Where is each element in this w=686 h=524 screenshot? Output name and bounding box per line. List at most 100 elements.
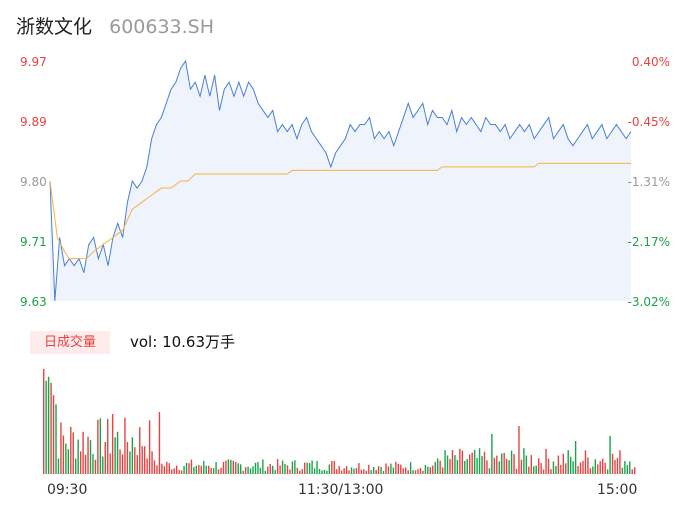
volume-bar (107, 418, 109, 474)
volume-bar (404, 467, 407, 474)
volume-bar (257, 462, 259, 474)
volume-bar (141, 446, 143, 474)
volume-bar (424, 465, 427, 474)
volume-bar (139, 427, 141, 474)
volume-bar (240, 464, 242, 474)
volume-bar (60, 422, 62, 474)
volume-bar (390, 463, 392, 474)
volume-bar (67, 449, 70, 474)
volume-bar (94, 459, 97, 474)
volume-bar (407, 470, 409, 474)
volume-bar (611, 453, 614, 474)
volume-bar (454, 455, 456, 474)
volume-bar (626, 465, 629, 474)
volume-bar (52, 395, 55, 474)
stock-code: 600633.SH (109, 16, 215, 38)
volume-bar (533, 466, 535, 474)
volume-bar (547, 458, 550, 474)
volume-bar (439, 460, 441, 474)
volume-bar (496, 455, 498, 474)
volume-bar (565, 463, 567, 474)
volume-bar (158, 412, 161, 474)
volume-bar (520, 459, 523, 474)
percent-tick-label: 0.40% (631, 55, 670, 69)
time-label-close: 15:00 (597, 482, 638, 498)
price-line (49, 59, 632, 302)
volume-bar (380, 466, 382, 474)
stock-name: 浙数文化 (16, 16, 93, 38)
volume-bar (503, 452, 505, 474)
volume-bar (284, 463, 286, 474)
volume-bar (156, 465, 158, 474)
volume-bar (402, 468, 404, 474)
volume-bar (126, 441, 129, 474)
volume-bar (296, 467, 299, 474)
volume-bar (491, 434, 493, 474)
volume-bar (116, 431, 119, 474)
volume-bar (183, 466, 185, 474)
volume-bar (222, 461, 225, 474)
volume-bar (291, 461, 294, 474)
volume-bar (227, 459, 230, 474)
volume-bar (574, 441, 577, 474)
volume-bar (82, 431, 84, 474)
volume-bar (550, 469, 552, 474)
volume-bar (471, 452, 473, 474)
volume-bar (210, 467, 212, 474)
volume-bar (345, 466, 348, 474)
volume-bar (582, 460, 584, 474)
volume-bar (508, 460, 510, 474)
volume-bar (446, 455, 449, 474)
volume-bar (340, 470, 343, 474)
volume-bar (109, 453, 111, 474)
volume-bar (609, 436, 611, 474)
volume-bar (427, 466, 429, 474)
volume-bar (437, 458, 439, 474)
volume-bar (267, 466, 269, 474)
volume-bar (75, 458, 77, 474)
volume-bar (348, 470, 350, 474)
volume-bar (235, 462, 237, 474)
volume-bar (535, 465, 537, 474)
daily-volume-tab[interactable]: 日成交量 (30, 331, 110, 354)
volume-bar (99, 418, 102, 474)
volume-bar (464, 460, 466, 474)
price-area-fill (50, 61, 631, 301)
volume-readout: vol: 10.63万手 (130, 332, 235, 352)
volume-bar (136, 455, 138, 474)
price-tick-label: 9.71 (20, 235, 47, 249)
volume-bar (343, 468, 345, 474)
volume-bar (77, 439, 79, 474)
volume-bar (328, 464, 331, 474)
volume-bar (392, 467, 395, 474)
volume-bar (466, 459, 468, 474)
percent-tick-label: -2.17% (627, 235, 670, 249)
volume-bar (47, 376, 50, 474)
volume-bar (368, 464, 370, 474)
volume-bar (153, 460, 156, 474)
volume-bar (579, 462, 582, 474)
volume-bar (247, 466, 249, 474)
volume-bar (417, 469, 419, 474)
volume-bar (478, 448, 481, 474)
price-tick-label: 9.63 (20, 295, 47, 309)
volume-bar (259, 467, 262, 474)
volume-bar (193, 467, 195, 474)
volume-bar (513, 454, 515, 474)
volume-bar (217, 469, 220, 474)
volume-bar (545, 448, 547, 474)
volume-bar (493, 457, 496, 474)
volume-bar (57, 458, 60, 474)
volume-bar (412, 470, 414, 474)
volume-bar (220, 467, 222, 474)
volume-bar (483, 451, 486, 474)
volume-bar (562, 453, 564, 474)
volume-bar (350, 467, 353, 474)
volume-bar (353, 468, 355, 474)
volume-bar (540, 463, 542, 474)
volume-bar (469, 454, 471, 474)
volume-bar (205, 465, 207, 474)
volume-bar (481, 456, 483, 474)
volume-bar (299, 470, 301, 474)
